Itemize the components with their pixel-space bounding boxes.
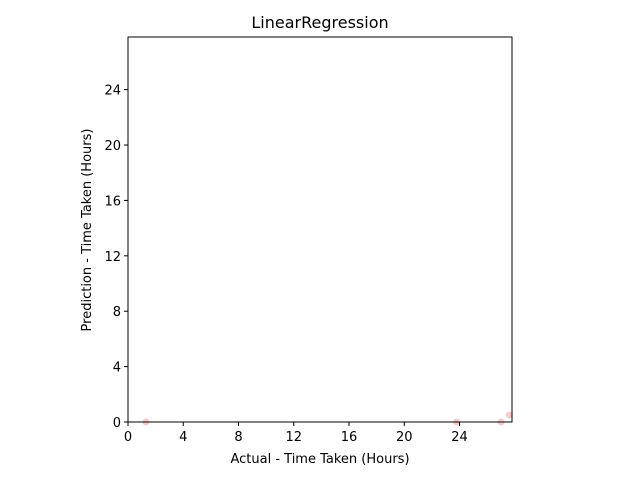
y-axis-ticks: 0 4 8 12 16 20 24 [104, 84, 128, 431]
data-point [505, 411, 513, 419]
y-tick-label: 0 [113, 416, 121, 431]
x-tick-label: 4 [179, 430, 187, 445]
chart-title: LinearRegression [251, 13, 388, 32]
y-tick-label: 4 [113, 361, 121, 376]
y-tick-label: 12 [104, 250, 121, 265]
x-tick-label: 0 [124, 430, 132, 445]
x-tick-label: 16 [341, 430, 358, 445]
plot-layer [142, 411, 513, 426]
plot-frame [127, 36, 513, 423]
y-tick-label: 20 [104, 139, 121, 154]
x-tick-label: 20 [396, 430, 413, 445]
x-tick-label: 24 [451, 430, 468, 445]
x-tick-label: 8 [234, 430, 242, 445]
x-axis-label: Actual - Time Taken (Hours) [230, 452, 409, 467]
y-tick-label: 8 [113, 305, 121, 320]
y-tick-label: 16 [104, 194, 121, 209]
y-tick-label: 24 [104, 84, 121, 99]
x-tick-label: 12 [285, 430, 302, 445]
y-axis-label: Prediction - Time Taken (Hours) [80, 129, 95, 332]
x-axis-ticks: 0 4 8 12 16 20 24 [124, 422, 468, 445]
